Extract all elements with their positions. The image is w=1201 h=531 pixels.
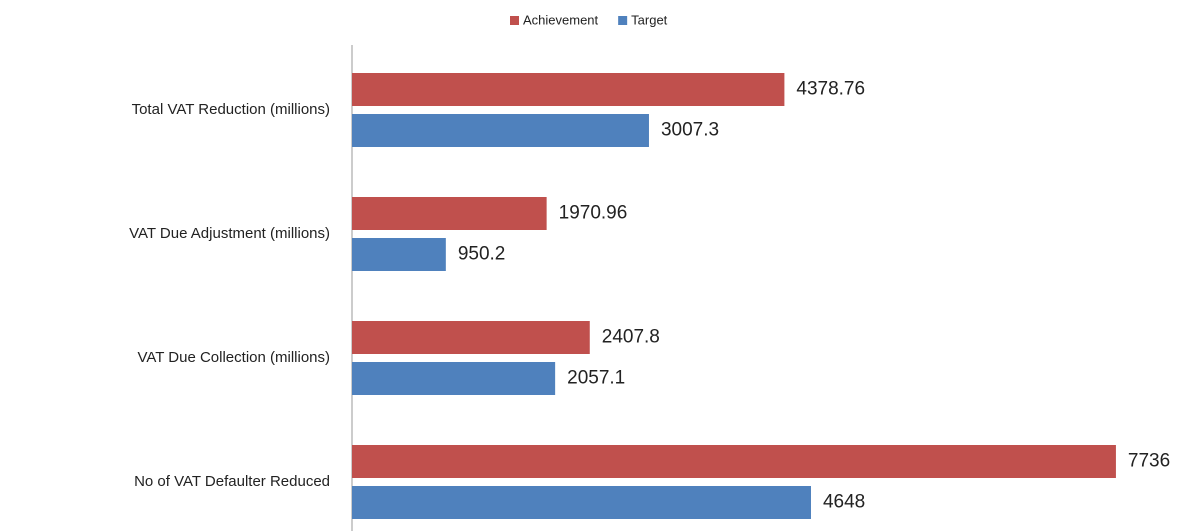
legend-swatch [618, 16, 628, 25]
value-label: 4648 [823, 492, 865, 513]
bar [352, 73, 785, 106]
bar [352, 362, 556, 395]
category-label: VAT Due Collection (millions) [137, 349, 330, 366]
bar [352, 445, 1116, 478]
bar [352, 238, 446, 271]
value-label: 2407.8 [602, 327, 660, 348]
bar [352, 321, 590, 354]
value-label: 4378.76 [796, 79, 865, 100]
legend-label: Target [631, 12, 668, 27]
bar [352, 197, 547, 230]
value-label: 3007.3 [661, 120, 719, 141]
legend-swatch [510, 16, 519, 25]
value-label: 1970.96 [559, 203, 628, 224]
value-label: 7736 [1128, 451, 1170, 472]
category-label: Total VAT Reduction (millions) [132, 101, 330, 118]
value-label: 950.2 [458, 244, 506, 265]
value-label: 2057.1 [567, 368, 625, 389]
category-label: No of VAT Defaulter Reduced [134, 473, 330, 490]
bar [352, 486, 811, 519]
legend-label: Achievement [523, 12, 599, 27]
bar [352, 114, 649, 147]
category-label: VAT Due Adjustment (millions) [129, 225, 330, 242]
